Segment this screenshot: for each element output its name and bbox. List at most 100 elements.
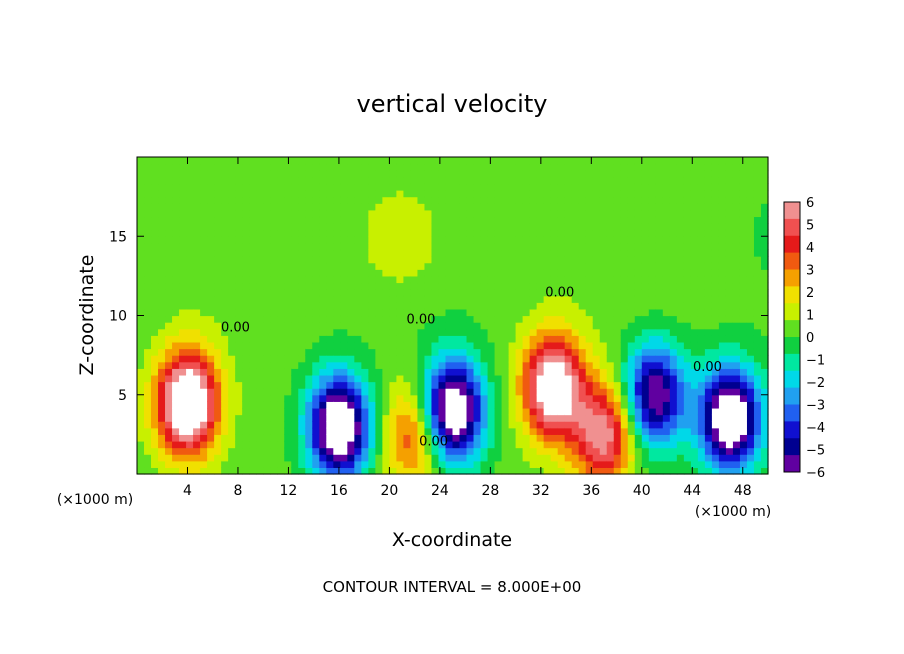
heatmap-cell <box>697 322 706 330</box>
heatmap-cell <box>739 262 748 270</box>
heatmap-cell <box>662 249 671 257</box>
heatmap-cell <box>648 196 657 204</box>
heatmap-cell <box>396 440 405 449</box>
heatmap-cell <box>564 216 573 224</box>
heatmap-cell <box>606 322 615 330</box>
heatmap-cell <box>228 401 236 409</box>
heatmap-cell <box>214 421 222 429</box>
heatmap-cell <box>326 414 334 422</box>
heatmap-cell <box>718 414 727 422</box>
heatmap-cell <box>137 361 145 369</box>
heatmap-cell <box>669 322 678 330</box>
heatmap-cell <box>529 322 538 330</box>
heatmap-cell <box>326 308 334 317</box>
heatmap-cell <box>214 170 222 178</box>
heatmap-cell <box>207 447 215 455</box>
heatmap-cell <box>312 454 320 462</box>
heatmap-cell <box>242 275 250 284</box>
heatmap-cell <box>529 427 538 435</box>
heatmap-cell <box>592 368 601 376</box>
heatmap-cell <box>501 341 510 350</box>
heatmap-cell <box>459 262 468 270</box>
heatmap-cell <box>277 282 285 290</box>
heatmap-cell <box>459 209 468 218</box>
heatmap-cell <box>417 302 426 310</box>
heatmap-cell <box>284 163 292 171</box>
heatmap-cell <box>340 163 348 171</box>
heatmap-cell <box>291 388 299 396</box>
heatmap-cell <box>529 262 538 270</box>
heatmap-cell <box>606 183 615 191</box>
heatmap-cell <box>564 388 573 396</box>
heatmap-cell <box>585 157 594 165</box>
heatmap-cell <box>760 440 769 449</box>
heatmap-cell <box>697 269 706 277</box>
heatmap-cell <box>165 401 173 409</box>
heatmap-cell <box>221 308 229 317</box>
heatmap-cell <box>599 460 608 468</box>
heatmap-cell <box>655 203 664 211</box>
heatmap-cell <box>592 190 601 198</box>
heatmap-cell <box>550 170 559 178</box>
heatmap-cell <box>333 183 341 191</box>
heatmap-cell <box>291 434 299 442</box>
heatmap-cell <box>459 361 468 369</box>
heatmap-cell <box>725 388 734 396</box>
heatmap-cell <box>732 427 741 435</box>
heatmap-cell <box>389 190 398 198</box>
heatmap-cell <box>753 440 762 449</box>
heatmap-cell <box>291 203 299 211</box>
heatmap-cell <box>151 262 159 270</box>
heatmap-cell <box>606 209 615 218</box>
heatmap-cell <box>683 361 692 369</box>
heatmap-cell <box>599 242 608 251</box>
heatmap-cell <box>613 262 622 270</box>
heatmap-cell <box>662 401 671 409</box>
heatmap-cell <box>242 302 250 310</box>
heatmap-cell <box>459 256 468 264</box>
heatmap-cell <box>354 434 362 442</box>
heatmap-cell <box>522 447 531 455</box>
heatmap-cell <box>228 209 236 218</box>
heatmap-cell <box>298 414 306 422</box>
heatmap-cell <box>452 434 461 442</box>
heatmap-cell <box>256 394 264 402</box>
heatmap-cell <box>585 236 594 244</box>
heatmap-cell <box>382 190 390 198</box>
heatmap-cell <box>585 183 594 191</box>
heatmap-cell <box>718 361 727 369</box>
heatmap-cell <box>613 427 622 435</box>
heatmap-cell <box>403 282 412 290</box>
heatmap-cell <box>515 447 524 455</box>
heatmap-cell <box>501 460 510 468</box>
heatmap-cell <box>704 196 713 204</box>
heatmap-cell <box>676 242 685 251</box>
heatmap-cell <box>340 407 348 416</box>
heatmap-cell <box>172 203 180 211</box>
heatmap-cell <box>571 190 580 198</box>
heatmap-cell <box>676 328 685 336</box>
heatmap-cell <box>599 190 608 198</box>
heatmap-cell <box>746 361 755 369</box>
heatmap-cell <box>242 401 250 409</box>
heatmap-cell <box>263 434 271 442</box>
heatmap-cell <box>249 269 257 277</box>
heatmap-cell <box>312 427 320 435</box>
heatmap-cell <box>242 414 250 422</box>
heatmap-cell <box>746 440 755 449</box>
heatmap-cell <box>599 183 608 191</box>
heatmap-cell <box>214 348 222 356</box>
heatmap-cell <box>494 216 503 224</box>
heatmap-cell <box>522 203 531 211</box>
heatmap-cell <box>235 176 243 185</box>
heatmap-cell <box>298 223 306 231</box>
heatmap-cell <box>557 223 566 231</box>
heatmap-cell <box>550 341 559 350</box>
heatmap-cell <box>690 467 699 475</box>
heatmap-cell <box>277 414 285 422</box>
heatmap-cell <box>368 341 376 350</box>
heatmap-cell <box>564 170 573 178</box>
x-tick-label: 32 <box>532 483 550 499</box>
heatmap-cell <box>613 157 622 165</box>
heatmap-cell <box>284 262 292 270</box>
